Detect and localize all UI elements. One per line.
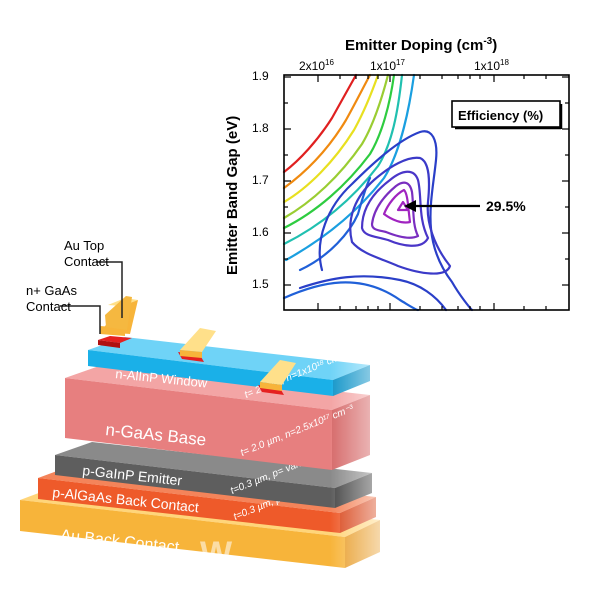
x-ticks [317, 75, 547, 310]
contact-finger-2 [178, 328, 216, 362]
y-ticks [284, 76, 569, 286]
label-n-gaas-contact-2: Contact [26, 299, 71, 314]
peak-annotation: 29.5% [404, 198, 526, 214]
contour-line [282, 73, 372, 190]
label-au-top-contact-2: Contact [64, 254, 109, 269]
x-tick-label-2e16: 2x1016 [299, 58, 334, 73]
label-n-gaas-contact-1: n+ GaAs [26, 283, 77, 298]
contour-line [349, 156, 452, 275]
contour-line [282, 73, 380, 204]
fade-overlay [330, 360, 400, 580]
contour-lines [282, 73, 474, 312]
svg-text:1x1018: 1x1018 [474, 58, 509, 73]
contour-line [282, 281, 420, 312]
contact-finger-3 [258, 360, 296, 395]
y-axis-title: Emitter Band Gap (eV) [224, 116, 241, 275]
callout-line-au-top [96, 261, 123, 318]
y-tick-label-1-7: 1.7 [252, 173, 269, 187]
efficiency-contour-chart: Emitter Doping (cm-3) Emitter Band Gap (… [224, 36, 570, 312]
watermark-logo: W [200, 535, 233, 573]
contour-line [284, 73, 416, 262]
x-axis-title: Emitter Doping (cm-3) [345, 36, 497, 54]
contact-finger-1 [98, 296, 138, 348]
callout-line-n-gaas [60, 305, 101, 334]
y-tick-label-1-6: 1.6 [252, 225, 269, 239]
legend-label: Efficiency (%) [458, 108, 543, 123]
contour-line [370, 181, 420, 239]
contour-line [282, 73, 390, 220]
contour-line [282, 73, 358, 174]
plot-frame [283, 74, 570, 311]
contour-line [282, 73, 396, 230]
x-tick-label-1e18: 1x1018 [474, 58, 509, 73]
x-tick-label-1e17: 1x1017 [370, 58, 405, 73]
svg-text:1x1017: 1x1017 [370, 58, 405, 73]
peak-label: 29.5% [486, 198, 526, 214]
legend-box: Efficiency (%) [451, 100, 563, 130]
label-au-top-contact-1: Au Top [64, 238, 104, 253]
contour-line [282, 73, 404, 246]
y-tick-label-1-9: 1.9 [252, 69, 269, 83]
y-tick-label-1-5: 1.5 [252, 277, 269, 291]
contour-line [318, 130, 474, 312]
contour-line [382, 188, 412, 224]
svg-text:2x1016: 2x1016 [299, 58, 334, 73]
y-tick-label-1-8: 1.8 [252, 121, 269, 135]
contour-line [360, 170, 430, 247]
contour-line [298, 275, 448, 312]
